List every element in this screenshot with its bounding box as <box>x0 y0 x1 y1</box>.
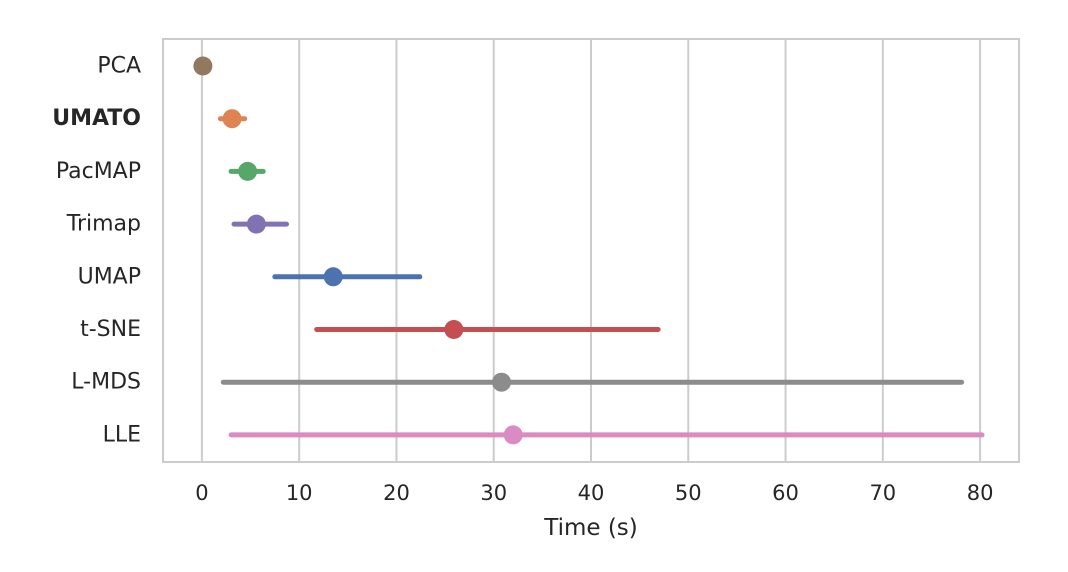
mean-point-l-mds <box>492 372 512 392</box>
y-category-label-t-sne: t-SNE <box>80 317 141 342</box>
x-tick-label: 20 <box>383 481 410 505</box>
x-tick-label: 60 <box>772 481 799 505</box>
x-tick-label: 30 <box>480 481 507 505</box>
mean-point-lle <box>503 425 523 445</box>
x-tick-label: 0 <box>195 481 208 505</box>
x-tick-label: 80 <box>967 481 994 505</box>
mean-point-trimap <box>246 214 266 234</box>
y-category-label-trimap: Trimap <box>66 212 141 237</box>
x-tick-label: 50 <box>675 481 702 505</box>
y-category-label-lle: LLE <box>103 422 141 447</box>
x-ticks: 0 10 20 30 40 50 60 70 80 <box>195 481 993 505</box>
x-tick-label: 40 <box>578 481 605 505</box>
mean-point-pca <box>193 56 213 76</box>
y-category-labels: PCA UMATO PacMAP Trimap UMAP t-SNE L-MDS LLE <box>52 54 141 448</box>
y-category-label-umato: UMATO <box>52 106 141 131</box>
mean-point-umato <box>222 109 242 129</box>
x-tick-label: 10 <box>286 481 313 505</box>
mean-point-t-sne <box>444 320 464 339</box>
x-axis-title: Time (s) <box>543 515 638 541</box>
mean-point-umap <box>323 267 343 287</box>
mean-point-pacmap <box>238 161 258 181</box>
y-category-label-l-mds: L-MDS <box>71 370 141 395</box>
plot-frame <box>162 38 1020 463</box>
y-category-label-pacmap: PacMAP <box>56 159 141 184</box>
y-category-label-umap: UMAP <box>78 264 141 289</box>
grid-layer <box>200 39 982 462</box>
x-tick-label: 70 <box>869 481 896 505</box>
data-marks <box>193 56 985 445</box>
y-category-label-pca: PCA <box>97 54 141 79</box>
